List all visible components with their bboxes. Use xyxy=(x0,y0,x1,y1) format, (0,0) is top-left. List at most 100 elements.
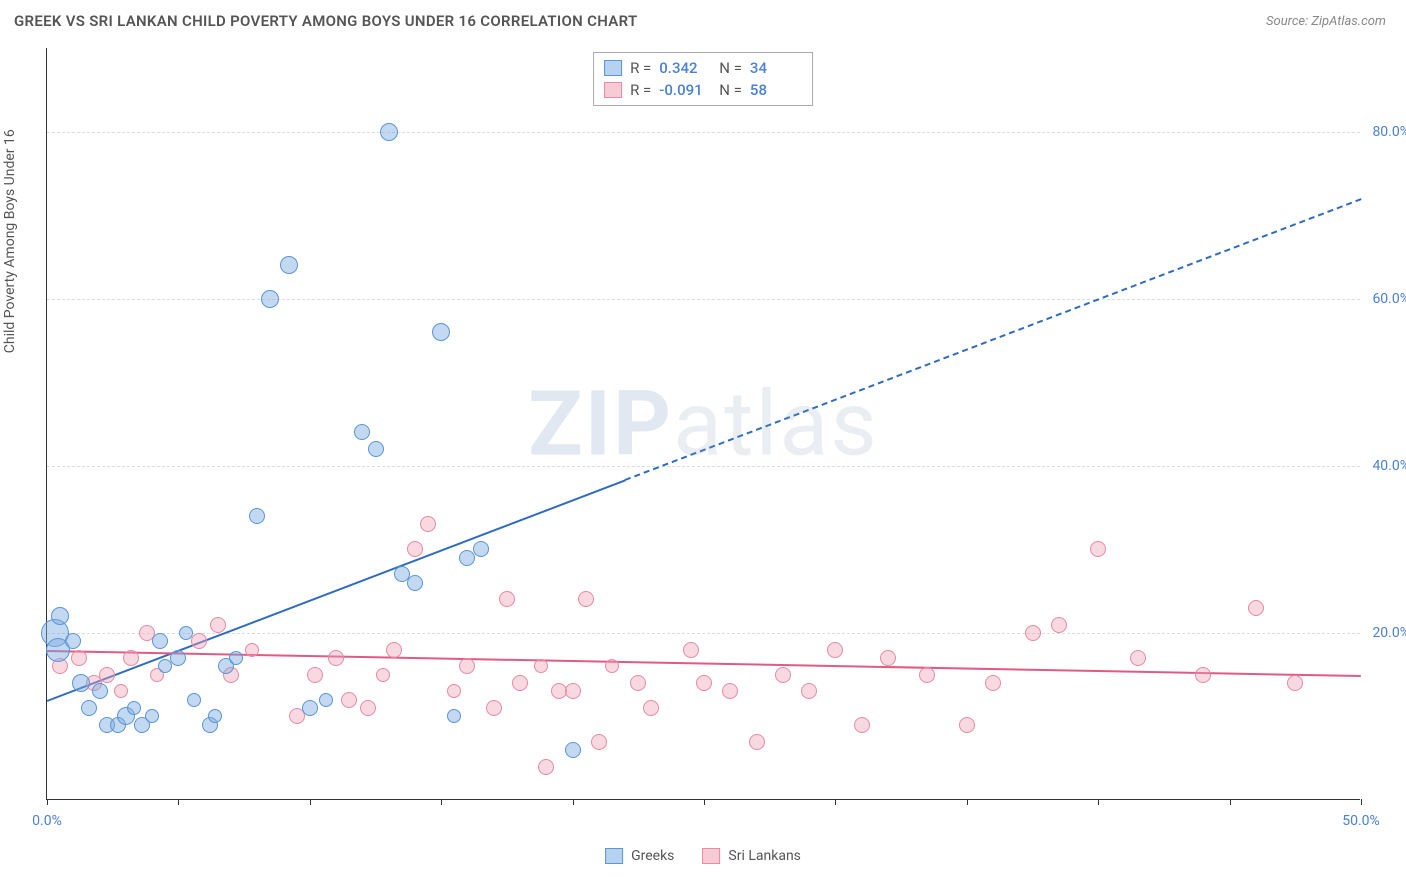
y-tick-label: 80.0% xyxy=(1364,124,1406,140)
srilankan-data-point xyxy=(191,633,207,649)
srilankan-data-point xyxy=(854,717,870,733)
correlation-stats-box: R = 0.342 N = 34 R = -0.091 N = 58 xyxy=(593,52,813,106)
srilankan-data-point xyxy=(630,675,646,691)
srilankan-data-point xyxy=(1287,675,1303,691)
srilankan-r-value: -0.091 xyxy=(659,79,711,101)
x-tick xyxy=(47,799,48,805)
greek-data-point xyxy=(380,123,398,141)
srilankan-swatch-icon xyxy=(604,82,622,98)
legend-item-greek: Greeks xyxy=(605,848,674,864)
srilankan-data-point xyxy=(459,658,475,674)
srilankan-data-point xyxy=(985,675,1001,691)
srilankan-data-point xyxy=(376,668,390,682)
x-tick xyxy=(441,799,442,805)
watermark-atlas: atlas xyxy=(673,371,879,476)
greek-data-point xyxy=(152,633,168,649)
greek-swatch-icon xyxy=(605,848,623,864)
srilankan-data-point xyxy=(486,700,502,716)
greek-data-point xyxy=(179,626,193,640)
srilankan-trend-line xyxy=(47,650,1361,677)
srilankan-data-point xyxy=(307,667,323,683)
srilankan-data-point xyxy=(499,591,515,607)
srilankan-data-point xyxy=(749,734,765,750)
srilankan-data-point xyxy=(919,667,935,683)
srilankan-data-point xyxy=(114,684,128,698)
x-tick xyxy=(1098,799,1099,805)
srilankan-data-point xyxy=(1130,650,1146,666)
srilankan-data-point xyxy=(420,516,436,532)
chart-source: Source: ZipAtlas.com xyxy=(1266,14,1386,29)
srilankan-data-point xyxy=(71,650,87,666)
greek-data-point xyxy=(187,693,201,707)
srilankan-data-point xyxy=(959,717,975,733)
r-label: R = xyxy=(630,57,651,79)
srilankan-data-point xyxy=(210,617,226,633)
srilankan-data-point xyxy=(578,591,594,607)
y-tick-label: 40.0% xyxy=(1364,458,1406,474)
srilankan-data-point xyxy=(341,692,357,708)
srilankan-data-point xyxy=(447,684,461,698)
srilankan-data-point xyxy=(534,659,548,673)
srilankan-data-point xyxy=(565,683,581,699)
n-label: N = xyxy=(719,57,742,79)
greek-data-point xyxy=(127,701,141,715)
greek-data-point xyxy=(92,683,108,699)
series-legend: Greeks Sri Lankans xyxy=(605,848,801,864)
x-tick-label: 50.0% xyxy=(1342,813,1380,829)
greek-data-point xyxy=(407,575,423,591)
grid-line xyxy=(47,132,1360,133)
x-tick xyxy=(310,799,311,805)
grid-line xyxy=(47,299,1360,300)
greek-data-point xyxy=(72,674,90,692)
srilankan-data-point xyxy=(643,700,659,716)
greek-data-point xyxy=(280,256,298,274)
srilankan-data-point xyxy=(605,659,619,673)
srilankan-data-point xyxy=(386,642,402,658)
greek-swatch-icon xyxy=(604,60,622,76)
srilankan-data-point xyxy=(880,650,896,666)
greek-data-point xyxy=(249,508,265,524)
greek-trend-line-extrapolated xyxy=(625,198,1362,481)
x-tick xyxy=(835,799,836,805)
y-tick-label: 60.0% xyxy=(1364,291,1406,307)
x-tick xyxy=(178,799,179,805)
grid-line xyxy=(47,466,1360,467)
srilankan-data-point xyxy=(99,667,115,683)
srilankan-data-point xyxy=(1051,617,1067,633)
srilankan-data-point xyxy=(827,642,843,658)
srilankan-data-point xyxy=(245,643,259,657)
srilankan-data-point xyxy=(1248,600,1264,616)
srilankan-data-point xyxy=(683,642,699,658)
stats-row-srilankan: R = -0.091 N = 58 xyxy=(604,79,802,101)
greek-data-point xyxy=(447,709,461,723)
greek-data-point xyxy=(261,290,279,308)
chart-header: GREEK VS SRI LANKAN CHILD POVERTY AMONG … xyxy=(0,0,1406,38)
greek-data-point xyxy=(302,700,318,716)
x-tick xyxy=(573,799,574,805)
srilankan-n-value: 58 xyxy=(750,79,802,101)
greek-data-point xyxy=(51,607,69,625)
watermark: ZIPatlas xyxy=(528,371,879,476)
srilankan-data-point xyxy=(538,759,554,775)
greek-data-point xyxy=(145,709,159,723)
greek-data-point xyxy=(565,742,581,758)
srilankan-data-point xyxy=(328,650,344,666)
srilankan-data-point xyxy=(696,675,712,691)
n-label: N = xyxy=(719,79,742,101)
greek-data-point xyxy=(81,700,97,716)
srilankan-data-point xyxy=(801,683,817,699)
greek-data-point xyxy=(368,441,384,457)
srilankan-data-point xyxy=(123,650,139,666)
x-tick xyxy=(1230,799,1231,805)
greek-data-point xyxy=(65,633,81,649)
srilankan-data-point xyxy=(775,667,791,683)
srilankan-data-point xyxy=(722,683,738,699)
r-label: R = xyxy=(630,79,651,101)
srilankan-legend-label: Sri Lankans xyxy=(728,848,801,864)
x-tick xyxy=(967,799,968,805)
greek-n-value: 34 xyxy=(750,57,802,79)
greek-data-point xyxy=(158,659,172,673)
watermark-zip: ZIP xyxy=(528,371,673,476)
y-tick-label: 20.0% xyxy=(1364,625,1406,641)
srilankan-swatch-icon xyxy=(702,848,720,864)
